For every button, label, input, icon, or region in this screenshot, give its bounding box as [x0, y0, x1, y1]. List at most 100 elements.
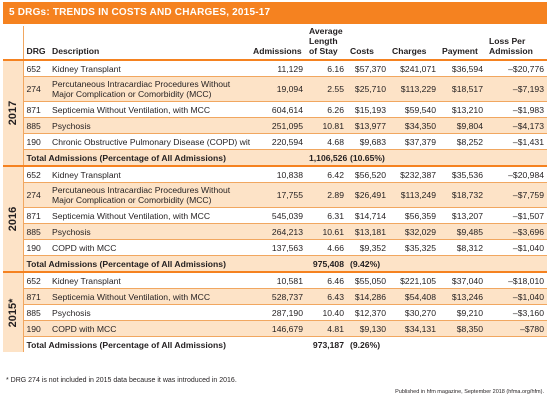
admissions-cell: 17,755	[250, 182, 306, 208]
description-cell: Psychosis	[49, 223, 250, 240]
avg-stay-cell: 2.55	[306, 76, 347, 102]
drg-cell: 190	[23, 133, 49, 150]
header-row: DRG Description Admissions Average Length…	[3, 26, 547, 60]
payment-cell: $13,210	[439, 101, 486, 118]
description-cell: Septicemia Without Ventilation, with MCC	[49, 288, 250, 305]
costs-cell: $13,181	[347, 223, 389, 240]
avg-stay-cell: 10.40	[306, 304, 347, 321]
payment-header: Payment	[442, 46, 478, 56]
loss-cell: –$780	[486, 320, 547, 337]
charges-cell: $59,540	[389, 101, 439, 118]
table-row: 274 Percutaneous Intracardiac Procedures …	[3, 182, 547, 208]
costs-cell: $14,286	[347, 288, 389, 305]
loss-cell: –$1,507	[486, 207, 547, 224]
loss-cell: –$1,983	[486, 101, 547, 118]
admissions-cell: 251,095	[250, 117, 306, 134]
costs-cell: $12,370	[347, 304, 389, 321]
year-header	[3, 26, 24, 60]
admissions-cell: 604,614	[250, 101, 306, 118]
description-cell: Kidney Transplant	[49, 165, 250, 183]
description-cell: Septicemia Without Ventilation, with MCC	[49, 207, 250, 224]
loss-cell: –$1,040	[486, 239, 547, 256]
publication-credit: Published in hfm magazine, September 201…	[395, 389, 544, 395]
costs-header: Costs	[350, 46, 374, 56]
table-row: 2016 652 Kidney Transplant 10,838 6.42 $56,52…	[3, 165, 547, 272]
charges-cell: $34,350	[389, 117, 439, 134]
avg-stay-cell: 4.66	[306, 239, 347, 256]
admissions-cell: 10,581	[250, 271, 306, 289]
avg-stay-header-line2: Length	[309, 36, 338, 46]
table-row: 274 Percutaneous Intracardiac Procedures …	[3, 76, 547, 102]
description-cell: Kidney Transplant	[49, 271, 250, 289]
avg-stay-cell: 6.42	[306, 165, 347, 183]
admissions-cell: 11,129	[250, 59, 306, 77]
charges-cell: $35,325	[389, 239, 439, 256]
admissions-cell: 19,094	[250, 76, 306, 102]
drg-cell: 652	[23, 165, 49, 183]
total-percentage: (9.26%)	[347, 336, 547, 352]
description-cell: Kidney Transplant	[49, 59, 250, 77]
description-cell: Percutaneous Intracardiac Procedures Wit…	[49, 76, 250, 102]
costs-cell: $9,352	[347, 239, 389, 256]
table-row: 871 Septicemia Without Ventilation, with …	[3, 207, 547, 224]
total-label: Total Admissions (Percentage of All Admi…	[23, 336, 306, 352]
total-admissions: 975,408	[306, 255, 347, 272]
description-cell: Psychosis	[49, 117, 250, 134]
loss-cell: –$4,173	[486, 117, 547, 134]
payment-cell: $36,594	[439, 59, 486, 77]
table-row: 885 Psychosis 287,190 10.40 $12,370 $30,270 $9…	[3, 304, 547, 321]
charges-cell: $113,229	[389, 76, 439, 102]
total-admissions: 1,106,526	[306, 149, 347, 166]
charges-header: Charges	[392, 46, 427, 56]
admissions-cell: 137,563	[250, 239, 306, 256]
payment-cell: $37,040	[439, 271, 486, 289]
loss-cell: –$20,776	[486, 59, 547, 77]
drg-cell: 274	[23, 182, 49, 208]
costs-cell: $55,050	[347, 271, 389, 289]
description-cell: Psychosis	[49, 304, 250, 321]
footnote: * DRG 274 is not included in 2015 data b…	[6, 377, 237, 384]
drg-cell: 274	[23, 76, 49, 102]
avg-stay-header-line1: Average	[309, 26, 343, 36]
avg-stay-cell: 6.16	[306, 59, 347, 77]
description-cell: COPD with MCC	[49, 239, 250, 256]
drg-cell: 885	[23, 304, 49, 321]
avg-stay-cell: 10.61	[306, 223, 347, 240]
admissions-cell: 545,039	[250, 207, 306, 224]
costs-cell: $14,714	[347, 207, 389, 224]
avg-stay-cell: 6.46	[306, 271, 347, 289]
charges-cell: $241,071	[389, 59, 439, 77]
drg-cell: 871	[23, 288, 49, 305]
avg-stay-cell: 6.26	[306, 101, 347, 118]
payment-cell: $8,312	[439, 239, 486, 256]
description-cell: Percutaneous Intracardiac Procedures Wit…	[49, 182, 250, 208]
avg-stay-cell: 2.89	[306, 182, 347, 208]
admissions-cell: 220,594	[250, 133, 306, 150]
payment-cell: $9,485	[439, 223, 486, 240]
table-body: 2017 652 Kidney Transplant 11,129 6.16 $57,37…	[3, 59, 547, 352]
costs-cell: $9,683	[347, 133, 389, 150]
avg-stay-cell: 4.68	[306, 133, 347, 150]
payment-cell: $8,350	[439, 320, 486, 337]
loss-header-line2: Admission	[489, 46, 533, 56]
drg-cell: 652	[23, 271, 49, 289]
costs-cell: $9,130	[347, 320, 389, 337]
charges-cell: $54,408	[389, 288, 439, 305]
total-row: Total Admissions (Percentage of All Admi…	[3, 255, 547, 272]
loss-cell: –$20,984	[486, 165, 547, 183]
table-row: 871 Septicemia Without Ventilation, with …	[3, 101, 547, 118]
description-cell: Septicemia Without Ventilation, with MCC	[49, 101, 250, 118]
payment-cell: $35,536	[439, 165, 486, 183]
avg-stay-cell: 6.31	[306, 207, 347, 224]
admissions-cell: 10,838	[250, 165, 306, 183]
costs-cell: $25,710	[347, 76, 389, 102]
table-row: 190 COPD with MCC 146,679 4.81 $9,130 $34,131…	[3, 320, 547, 337]
description-header: Description	[52, 46, 100, 56]
costs-cell: $13,977	[347, 117, 389, 134]
charges-cell: $34,131	[389, 320, 439, 337]
charges-cell: $32,029	[389, 223, 439, 240]
year-label-cell: 2017	[3, 59, 24, 166]
avg-stay-header-line3: of Stay	[309, 46, 338, 56]
table-row: 885 Psychosis 264,213 10.61 $13,181 $32,029 $9…	[3, 223, 547, 240]
